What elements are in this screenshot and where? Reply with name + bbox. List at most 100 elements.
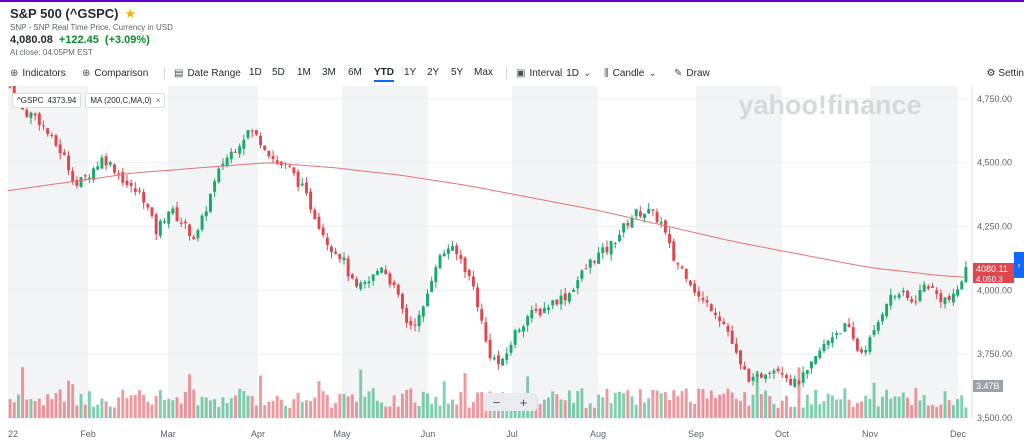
comparison-label: Comparison (94, 67, 149, 79)
candle-body (292, 167, 296, 174)
volume-bar (8, 399, 12, 418)
volume-bar (839, 399, 843, 418)
candle-body (797, 380, 801, 385)
ma-chip[interactable]: MA (200,C,MA,0) × (85, 93, 166, 108)
month-band (8, 86, 88, 418)
volume-bar (29, 399, 33, 418)
volume-bar (956, 399, 960, 418)
volume-bar (313, 397, 317, 418)
symbol-chip[interactable]: ^GSPC 4373.94 (12, 93, 82, 108)
indicators-button[interactable]: ⊕ Indicators (10, 64, 66, 82)
close-icon[interactable]: × (155, 96, 161, 105)
volume-bar (951, 405, 955, 418)
calendar-icon: ▤ (174, 67, 184, 79)
candle-body (755, 374, 759, 377)
month-band (870, 86, 958, 418)
candle-body (342, 257, 346, 261)
candle-body (609, 240, 613, 255)
zoom-in-button[interactable]: + (519, 394, 528, 410)
candlestick-icon: ⫼ (604, 67, 609, 79)
volume-bar (580, 388, 584, 418)
volume-bar (355, 401, 358, 418)
yahoo-finance-watermark: yahoo!finance (738, 90, 921, 120)
candle-body (438, 255, 442, 269)
candle-body (300, 183, 304, 186)
volume-bar (705, 398, 709, 418)
volume-bar (16, 394, 20, 418)
volume-bar (434, 396, 438, 418)
price-chart[interactable]: yahoo!finance 4,750.004,500.004,250.004,… (0, 86, 1024, 448)
candle-body (29, 112, 33, 118)
candle-body (830, 337, 834, 344)
volume-bar (901, 392, 905, 418)
draw-button[interactable]: ✎ Draw (674, 64, 710, 82)
candle-body (743, 366, 747, 370)
range-1m[interactable]: 1M (297, 67, 311, 78)
candle-body (33, 113, 37, 116)
range-6m[interactable]: 6M (348, 67, 362, 78)
candle-button[interactable]: ⫼ Candle ⌄ (604, 64, 657, 82)
range-1d[interactable]: 1D (249, 67, 262, 78)
range-3m[interactable]: 3M (322, 67, 336, 78)
candle-body (163, 221, 166, 223)
candle-body (768, 372, 772, 374)
candle-body (814, 356, 818, 364)
volume-bar (797, 367, 801, 418)
volume-bar (455, 404, 459, 418)
volume-bar (467, 407, 471, 418)
range-5d[interactable]: 5D (272, 67, 285, 78)
star-icon[interactable]: ★ (124, 6, 137, 21)
candle-body (889, 295, 893, 306)
volume-bar (459, 392, 463, 418)
chevron-right-icon[interactable]: › (1014, 252, 1024, 278)
volume-bar (25, 399, 29, 418)
volume-bar (58, 389, 62, 418)
candle-body (405, 307, 409, 323)
volume-bar (279, 399, 283, 418)
candle-body (663, 220, 667, 233)
volume-bar (234, 395, 237, 418)
candle-body (496, 355, 500, 364)
interval-button[interactable]: ▣ Interval 1D ⌄ (516, 64, 591, 82)
comparison-button[interactable]: ⊕ Comparison (82, 64, 148, 82)
candle-body (580, 270, 584, 279)
candle-body (42, 125, 45, 127)
candle-body (843, 323, 847, 332)
volume-bar (651, 389, 655, 418)
settings-label: Settin (998, 68, 1024, 79)
candle-body (668, 233, 672, 244)
candle-body (655, 211, 659, 223)
volume-bar (100, 398, 104, 418)
chart-legend: ^GSPC 4373.94 MA (200,C,MA,0) × (12, 93, 166, 108)
volume-bar (697, 388, 701, 418)
candle-body (250, 130, 254, 132)
candle-body (551, 300, 555, 306)
candle-body (918, 290, 922, 301)
range-2y[interactable]: 2Y (427, 67, 440, 78)
volume-bar (400, 393, 404, 418)
y-tick-label: 4,000.00 (977, 285, 1012, 295)
volume-bar (396, 406, 400, 418)
candle-body (759, 373, 763, 378)
volume-bar (910, 405, 914, 418)
range-ytd[interactable]: YTD (374, 64, 394, 82)
candle-body (167, 211, 171, 224)
draw-label: Draw (686, 67, 710, 79)
zoom-out-button[interactable]: − (492, 394, 501, 410)
volume-bar (714, 398, 717, 418)
date-range-button[interactable]: ▤ Date Range (174, 64, 241, 82)
candlesticks (8, 86, 968, 389)
candle-body (672, 241, 676, 261)
brand-top-border (0, 0, 1024, 2)
volume-bar (54, 393, 58, 418)
range-1y[interactable]: 1Y (404, 67, 417, 78)
candle-body (46, 128, 50, 135)
candle-body (263, 145, 267, 151)
range-5y[interactable]: 5Y (451, 67, 464, 78)
volume-bar (338, 393, 342, 418)
candle-body (196, 230, 200, 238)
candle-body (939, 293, 943, 303)
volume-bar (33, 400, 37, 418)
settings-button[interactable]: ⚙ Settin (986, 68, 1024, 79)
range-max[interactable]: Max (474, 67, 493, 78)
